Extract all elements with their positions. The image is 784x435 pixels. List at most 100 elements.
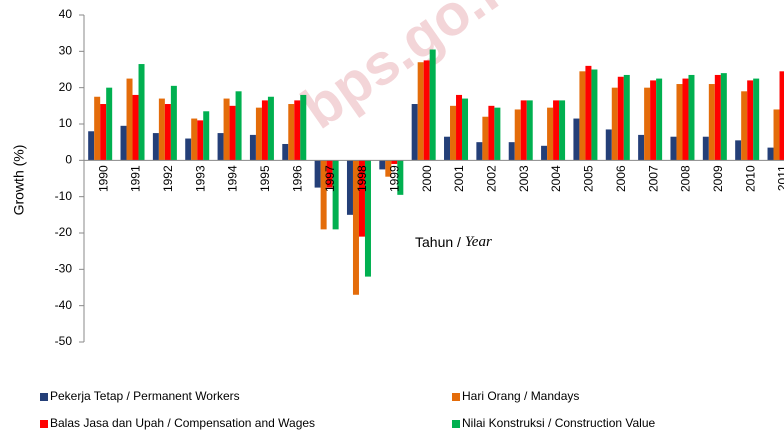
bar	[300, 94, 307, 161]
bar	[411, 104, 418, 161]
x-tick-label: 2009	[711, 165, 725, 192]
bar	[520, 100, 527, 161]
bar	[94, 96, 101, 161]
bar	[611, 87, 618, 161]
y-tick-label: -40	[55, 298, 73, 312]
bar	[456, 94, 463, 161]
bar	[170, 85, 177, 161]
bar	[644, 87, 651, 161]
bar	[735, 140, 742, 161]
bar	[482, 116, 489, 161]
bar	[126, 78, 133, 161]
bar	[656, 78, 663, 161]
bar	[553, 100, 560, 161]
x-tick-label: 1999	[387, 165, 401, 192]
x-tick-label: 2008	[679, 165, 693, 192]
bar	[573, 118, 580, 161]
legend-swatch	[40, 420, 48, 428]
x-tick-label: 2001	[452, 165, 466, 192]
bar	[120, 125, 127, 161]
bar	[267, 96, 274, 161]
legend-label: Nilai Konstruksi / Construction Value	[462, 416, 656, 430]
x-tick-label: 2002	[485, 165, 499, 192]
y-tick-label: 20	[59, 80, 73, 94]
bar	[508, 142, 515, 161]
bar	[429, 49, 436, 161]
y-axis-label: Growth (%)	[11, 145, 27, 216]
x-tick-label: 1991	[129, 165, 143, 192]
bar	[255, 107, 262, 161]
y-tick-label: 0	[65, 153, 72, 167]
bar	[364, 160, 371, 277]
bar	[676, 84, 683, 161]
bar	[138, 64, 145, 161]
x-tick-label: 2005	[582, 165, 596, 192]
bar	[197, 120, 204, 161]
bar	[282, 143, 289, 161]
bar	[526, 100, 533, 161]
bar	[605, 129, 612, 161]
y-tick-label: 10	[59, 116, 73, 130]
bar	[379, 160, 386, 170]
bar	[88, 131, 95, 161]
bar	[152, 133, 159, 161]
bar	[650, 80, 657, 161]
x-tick-label: 1993	[193, 165, 207, 192]
bar	[462, 98, 469, 161]
bar	[320, 160, 327, 230]
bar	[249, 134, 256, 161]
bar	[623, 74, 630, 161]
legend-label: Pekerja Tetap / Permanent Workers	[50, 389, 240, 403]
bar	[617, 76, 624, 161]
bar	[164, 104, 171, 161]
bar	[217, 133, 224, 161]
x-axis-label-part: Tahun /	[415, 234, 465, 250]
legend-label: Balas Jasa dan Upah / Compensation and W…	[50, 416, 315, 430]
legend-label: Hari Orang / Mandays	[462, 389, 579, 403]
bar	[391, 160, 398, 164]
bar	[579, 71, 586, 161]
bar	[444, 136, 451, 161]
bar	[235, 91, 242, 161]
bar	[417, 62, 424, 161]
x-tick-label: 1995	[258, 165, 272, 192]
legend-swatch	[452, 420, 460, 428]
bar	[261, 100, 268, 161]
bar	[294, 100, 301, 161]
x-axis-label: Tahun / Year	[415, 234, 492, 251]
bar	[541, 145, 548, 161]
bar	[450, 105, 457, 161]
legend-swatch	[452, 393, 460, 401]
bar	[559, 100, 566, 161]
bar	[158, 98, 165, 161]
x-tick-label: 2004	[549, 165, 563, 192]
x-tick-label: 1998	[355, 165, 369, 192]
bar	[203, 111, 210, 161]
x-tick-label: 2000	[420, 165, 434, 192]
y-tick-label: -50	[55, 334, 73, 348]
bar	[708, 84, 715, 161]
y-tick-label: 30	[59, 44, 73, 58]
bar	[714, 74, 721, 161]
bar	[779, 71, 784, 161]
x-tick-label: 2010	[743, 165, 757, 192]
bar	[332, 160, 339, 230]
bar	[494, 107, 501, 161]
bar	[591, 69, 598, 161]
bar	[346, 160, 353, 215]
bar	[106, 87, 113, 161]
bar	[747, 80, 754, 161]
bar	[585, 65, 592, 161]
x-tick-label: 1997	[323, 165, 337, 192]
bar	[191, 118, 198, 161]
bar	[682, 78, 689, 161]
x-tick-label: 2007	[646, 165, 660, 192]
bar	[385, 160, 392, 177]
bar	[670, 136, 677, 161]
x-tick-label: 2003	[517, 165, 531, 192]
bar	[720, 73, 727, 161]
bar	[288, 104, 295, 161]
bar	[100, 104, 107, 161]
x-axis-label-part: Year	[465, 234, 492, 250]
